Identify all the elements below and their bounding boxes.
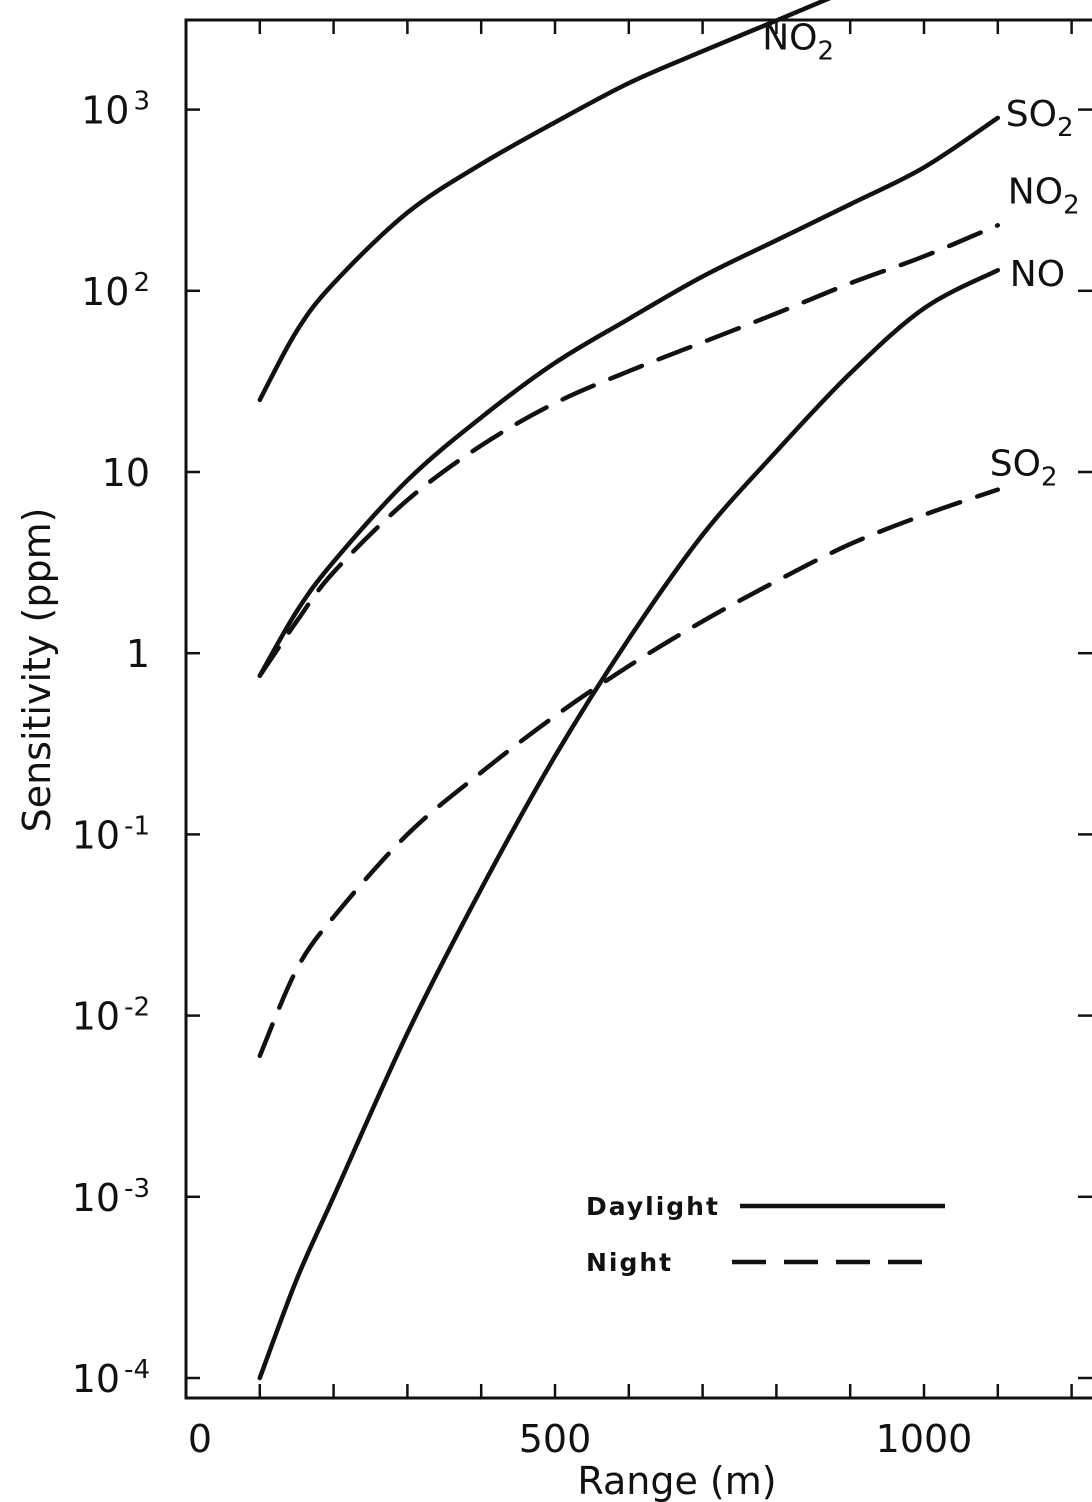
y-tick-label: 10 2 <box>81 268 150 314</box>
y-tick-label: 10 -4 <box>72 1355 150 1401</box>
so2-night-line <box>257 487 1001 1059</box>
series-label: NO2 <box>762 18 834 67</box>
x-tick-label: 1000 <box>876 1417 973 1461</box>
y-tick-label: 10 -1 <box>72 811 150 857</box>
series-lines <box>257 0 1001 1381</box>
x-axis-label: Range (m) <box>577 1459 776 1502</box>
legend-label: Daylight <box>586 1192 720 1221</box>
so2-daylight-line <box>257 115 1001 679</box>
y-tick-label: 10 -2 <box>72 993 150 1039</box>
legend-label: Night <box>586 1248 673 1277</box>
series-label: SO2 <box>990 444 1058 493</box>
y-tick-label: 10 <box>102 451 150 495</box>
x-tick-label: 500 <box>519 1417 592 1461</box>
plot-frame <box>184 18 1092 1400</box>
y-axis-label: Sensitivity (ppm) <box>15 508 59 833</box>
x-tick-label: 0 <box>188 1417 212 1461</box>
x-axis-ticks: 0 500 1000 <box>188 20 1073 1461</box>
legend: Daylight Night <box>586 1192 945 1277</box>
no-daylight-line <box>257 267 1001 1381</box>
plot-border <box>184 18 1092 1400</box>
series-label: NO <box>1010 254 1065 295</box>
y-tick-label: 10 -3 <box>72 1174 150 1220</box>
y-tick-label: 1 <box>126 632 150 676</box>
no2-daylight-line <box>257 0 832 403</box>
no2-night-line <box>257 223 1001 679</box>
series-labels: NO2 SO2 NO2 NO SO2 <box>762 18 1079 493</box>
y-tick-label: 10 3 <box>81 87 150 133</box>
series-label: NO2 <box>1008 171 1080 220</box>
series-label: SO2 <box>1006 94 1074 143</box>
